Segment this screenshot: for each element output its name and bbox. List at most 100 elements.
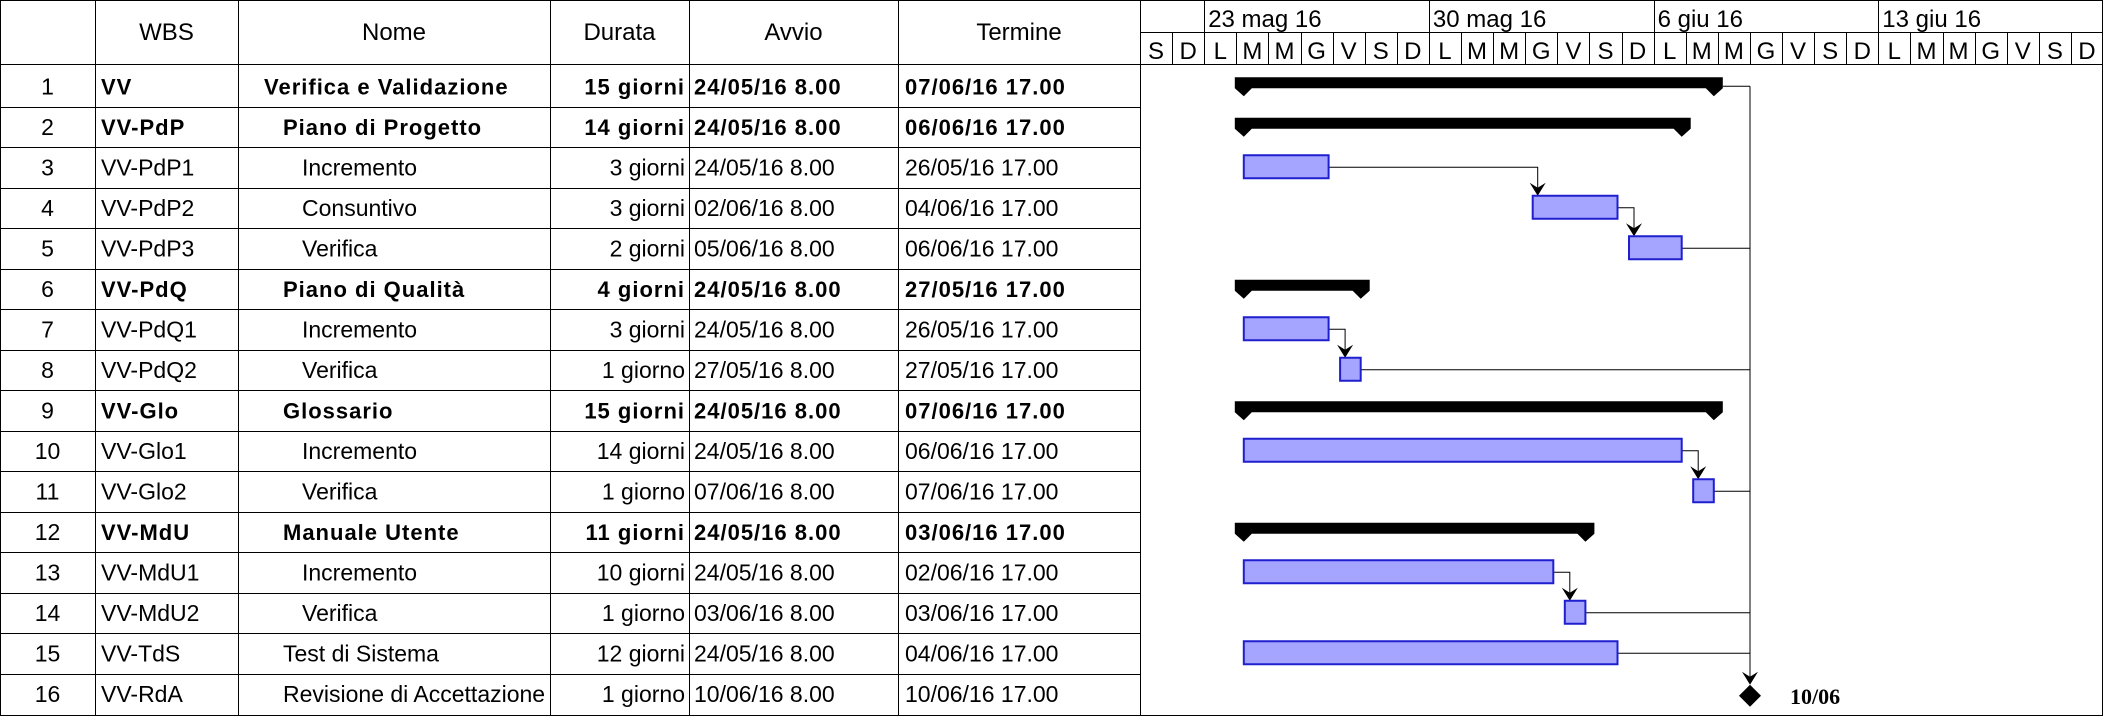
row-start[interactable]: 24/05/16 8.00 (694, 154, 835, 180)
row-wbs[interactable]: VV-PdP1 (101, 154, 194, 180)
row-end[interactable]: 10/06/16 17.00 (905, 681, 1058, 707)
row-duration[interactable]: 14 giorni (584, 115, 685, 140)
row-end[interactable]: 06/06/16 17.00 (905, 115, 1066, 140)
row-end[interactable]: 07/06/16 17.00 (905, 478, 1058, 504)
row-name[interactable]: Glossario (283, 398, 393, 423)
row-name[interactable]: Incremento (302, 154, 417, 180)
row-start[interactable]: 27/05/16 8.00 (694, 357, 835, 383)
row-name[interactable]: Verifica (302, 600, 378, 626)
row-end[interactable]: 04/06/16 17.00 (905, 640, 1058, 666)
row-end[interactable]: 07/06/16 17.00 (905, 74, 1066, 99)
row-wbs[interactable]: VV-RdA (101, 681, 183, 707)
task-bar[interactable] (1242, 559, 1555, 585)
row-start[interactable]: 05/06/16 8.00 (694, 235, 835, 261)
row-name[interactable]: Piano di Progetto (283, 115, 482, 140)
summary-bar[interactable] (1234, 279, 1370, 299)
task-bar[interactable] (1242, 437, 1683, 463)
task-bar[interactable] (1628, 235, 1683, 261)
row-name[interactable]: Verifica (302, 357, 378, 383)
row-wbs[interactable]: VV-PdP3 (101, 235, 194, 261)
row-name[interactable]: Incremento (302, 438, 417, 464)
row-end[interactable]: 03/06/16 17.00 (905, 520, 1066, 545)
row-duration[interactable]: 4 giorni (598, 277, 685, 302)
row-wbs[interactable]: VV-PdP2 (101, 195, 194, 221)
row-wbs[interactable]: VV-PdQ1 (101, 316, 197, 342)
row-end[interactable]: 03/06/16 17.00 (905, 600, 1058, 626)
task-bar[interactable] (1563, 599, 1587, 625)
milestone-diamond[interactable] (1739, 684, 1761, 707)
row-end[interactable]: 07/06/16 17.00 (905, 398, 1066, 423)
row-duration[interactable]: 15 giorni (584, 74, 685, 99)
row-duration[interactable]: 12 giorni (597, 640, 685, 666)
row-duration[interactable]: 11 giorni (586, 520, 685, 545)
row-name[interactable]: Test di Sistema (283, 640, 439, 666)
row-start[interactable]: 24/05/16 8.00 (694, 640, 835, 666)
row-name[interactable]: Verifica (302, 478, 378, 504)
row-start[interactable]: 24/05/16 8.00 (694, 74, 842, 99)
row-start[interactable]: 02/06/16 8.00 (694, 195, 835, 221)
summary-bar[interactable] (1234, 522, 1595, 542)
col-header-name[interactable]: Nome (362, 19, 426, 46)
col-header-duration[interactable]: Durata (583, 19, 656, 46)
row-wbs[interactable]: VV-MdU (101, 520, 190, 545)
row-duration[interactable]: 1 giorno (602, 681, 685, 707)
row-end[interactable]: 06/06/16 17.00 (905, 438, 1058, 464)
row-start[interactable]: 03/06/16 8.00 (694, 600, 835, 626)
row-wbs[interactable]: VV-Glo (101, 398, 179, 423)
col-header-start[interactable]: Avvio (764, 19, 822, 46)
row-start[interactable]: 24/05/16 8.00 (694, 316, 835, 342)
row-name[interactable]: Revisione di Accettazione (283, 681, 545, 707)
summary-bar[interactable] (1234, 117, 1691, 137)
row-wbs[interactable]: VV-PdP (101, 115, 185, 140)
row-start[interactable]: 24/05/16 8.00 (694, 115, 842, 140)
row-wbs[interactable]: VV-Glo1 (101, 438, 187, 464)
row-wbs[interactable]: VV-PdQ (101, 277, 188, 302)
row-start[interactable]: 24/05/16 8.00 (694, 520, 842, 545)
row-wbs[interactable]: VV (101, 74, 132, 99)
summary-bar[interactable] (1234, 401, 1723, 421)
row-start[interactable]: 24/05/16 8.00 (694, 559, 835, 585)
row-wbs[interactable]: VV-PdQ2 (101, 357, 197, 383)
task-bar[interactable] (1242, 154, 1330, 180)
row-duration[interactable]: 1 giorno (602, 357, 685, 383)
row-duration[interactable]: 14 giorni (597, 438, 685, 464)
task-bar[interactable] (1242, 316, 1330, 342)
row-end[interactable]: 26/05/16 17.00 (905, 316, 1058, 342)
row-duration[interactable]: 15 giorni (584, 398, 685, 423)
row-end[interactable]: 27/05/16 17.00 (905, 277, 1066, 302)
task-bar[interactable] (1339, 356, 1362, 382)
row-start[interactable]: 24/05/16 8.00 (694, 398, 842, 423)
row-wbs[interactable]: VV-MdU1 (101, 559, 199, 585)
row-end[interactable]: 02/06/16 17.00 (905, 559, 1058, 585)
row-duration[interactable]: 3 giorni (610, 195, 685, 221)
row-name[interactable]: Incremento (302, 316, 417, 342)
row-duration[interactable]: 2 giorni (610, 235, 685, 261)
row-duration[interactable]: 1 giorno (602, 478, 685, 504)
task-bar[interactable] (1692, 478, 1715, 504)
row-duration[interactable]: 1 giorno (602, 600, 685, 626)
col-header-wbs[interactable]: WBS (139, 19, 194, 46)
row-start[interactable]: 07/06/16 8.00 (694, 478, 835, 504)
row-start[interactable]: 24/05/16 8.00 (694, 277, 842, 302)
col-header-end[interactable]: Termine (976, 19, 1061, 46)
row-start[interactable]: 10/06/16 8.00 (694, 681, 835, 707)
row-wbs[interactable]: VV-TdS (101, 640, 180, 666)
row-wbs[interactable]: VV-Glo2 (101, 478, 187, 504)
task-bar[interactable] (1531, 194, 1619, 220)
row-name[interactable]: Verifica (302, 235, 378, 261)
row-end[interactable]: 27/05/16 17.00 (905, 357, 1058, 383)
row-name[interactable]: Incremento (302, 559, 417, 585)
row-end[interactable]: 04/06/16 17.00 (905, 195, 1058, 221)
task-bar[interactable] (1242, 640, 1619, 666)
row-duration[interactable]: 3 giorni (610, 316, 685, 342)
row-start[interactable]: 24/05/16 8.00 (694, 438, 835, 464)
row-name[interactable]: Piano di Qualità (283, 277, 465, 302)
row-end[interactable]: 06/06/16 17.00 (905, 235, 1058, 261)
row-duration[interactable]: 10 giorni (597, 559, 685, 585)
row-name[interactable]: Consuntivo (302, 195, 417, 221)
row-duration[interactable]: 3 giorni (610, 154, 685, 180)
row-name[interactable]: Verifica e Validazione (264, 74, 509, 99)
summary-bar[interactable] (1234, 77, 1723, 97)
row-wbs[interactable]: VV-MdU2 (101, 600, 199, 626)
row-name[interactable]: Manuale Utente (283, 520, 460, 545)
